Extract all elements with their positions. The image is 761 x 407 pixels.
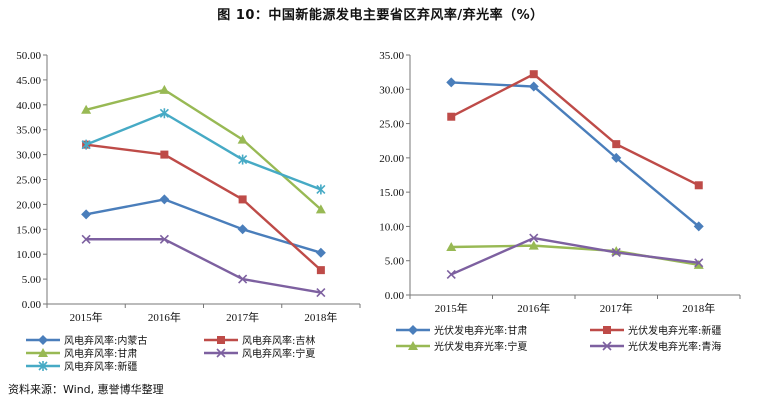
data-point-s1-1: [446, 77, 457, 88]
data-point-s1-2: [528, 81, 539, 92]
series-line-3: [451, 244, 699, 267]
series-line-1: [451, 81, 700, 228]
x-tick-label: 2017年: [600, 301, 633, 315]
legend-marker: [38, 348, 48, 357]
y-tick-label: 35.00: [16, 125, 41, 137]
y-tick-label: 20.00: [379, 153, 404, 165]
legend-label: 风电弃风率:内蒙古: [64, 334, 147, 347]
data-point-s1-2: [159, 194, 170, 205]
y-tick-label: 10.00: [16, 249, 41, 261]
data-point-s5-2: [159, 108, 169, 119]
legend-label: 风电弃风率:宁夏: [242, 347, 315, 360]
x-tick-label: 2015年: [70, 310, 103, 324]
series-line-4: [86, 238, 322, 294]
y-tick-label: 0.00: [22, 299, 42, 311]
y-tick-label: 15.00: [16, 224, 41, 236]
legend-label: 风电弃风率:吉林: [242, 334, 315, 347]
legend-marker: [38, 361, 48, 371]
series-line-2: [85, 143, 322, 272]
y-tick-label: 25.00: [379, 119, 404, 131]
wind-curtailment-chart: 0.00 5.00 10.00 15.00 20.00 25.00 30.00 35.00 40…: [16, 50, 361, 373]
data-point-s4-1: [446, 269, 456, 279]
y-tick-label: 30.00: [379, 84, 404, 96]
legend-label: 光伏发电弃光率:宁夏: [434, 340, 527, 353]
legend-marker: [38, 335, 48, 345]
data-point-s5-4: [316, 184, 326, 195]
data-point-s4-2: [529, 233, 539, 243]
legend-marker: [408, 325, 418, 335]
data-point-s1-1: [81, 209, 92, 220]
data-point-s3-1: [446, 242, 457, 251]
legend-label: 光伏发电弃光率:青海: [628, 340, 721, 353]
data-point-s3-3: [237, 134, 248, 144]
y-tick-label: 45.00: [16, 75, 41, 87]
y-tick-label: 40.00: [16, 100, 41, 112]
x-tick-label: 2016年: [517, 301, 550, 315]
data-point-s2-2: [160, 150, 169, 159]
data-point-s2-1: [447, 112, 456, 121]
data-point-s2-3: [238, 195, 247, 204]
legend-marker: [216, 348, 226, 358]
legend-label: 光伏发电弃光率:新疆: [628, 324, 721, 337]
data-point-s4-3: [611, 247, 621, 258]
data-point-s3-4: [693, 259, 704, 269]
series-line-1: [85, 198, 322, 254]
data-point-s3-2: [528, 240, 539, 250]
data-point-s1-3: [237, 224, 248, 235]
data-point-s3-2: [159, 84, 170, 94]
data-point-s1-3: [611, 152, 622, 163]
data-point-s1-4: [315, 247, 326, 258]
data-point-s4-2: [159, 234, 169, 244]
legend-marker: [217, 336, 225, 344]
x-tick-label: 2017年: [226, 310, 259, 324]
y-tick-label: 5.00: [385, 256, 405, 268]
legend-marker: [602, 341, 612, 351]
data-point-s4-4: [316, 287, 326, 298]
x-tick-label: 2018年: [682, 301, 715, 315]
data-point-s4-3: [238, 274, 248, 284]
x-tick-label: 2018年: [304, 310, 337, 324]
series-line-4: [450, 236, 699, 276]
data-point-s3-4: [315, 204, 326, 214]
figure-title: 图 10：中国新能源发电主要省区弃风率/弃光率（%）: [217, 8, 544, 23]
x-tick-label: 2016年: [148, 310, 181, 324]
y-tick-label: 5.00: [22, 274, 42, 286]
x-tick-label: 2015年: [435, 301, 468, 315]
data-point-s1-4: [693, 221, 704, 232]
y-tick-label: 0.00: [385, 290, 405, 302]
source-note: 资料来源：Wind, 惠誉博华整理: [8, 383, 164, 396]
y-tick-label: 30.00: [16, 150, 41, 162]
series-line-2: [450, 72, 700, 187]
data-point-s5-3: [238, 154, 248, 165]
y-tick-label: 20.00: [16, 199, 41, 211]
legend-label: 风电弃风率:新疆: [64, 360, 137, 373]
data-point-s2-4: [316, 266, 325, 275]
data-point-s2-2: [529, 70, 538, 79]
solar-curtailment-chart: 0.00 5.00 10.00 15.00 20.00 25.00 30.00 35.00 20…: [379, 50, 741, 353]
data-point-s5-1: [81, 139, 91, 150]
y-tick-label: 35.00: [379, 50, 404, 62]
y-tick-label: 50.00: [16, 50, 41, 62]
data-point-s4-1: [81, 234, 91, 244]
y-tick-label: 15.00: [379, 187, 404, 199]
y-tick-label: 25.00: [16, 175, 41, 187]
y-tick-label: 10.00: [379, 221, 404, 233]
legend-marker: [408, 341, 418, 350]
legend-label: 风电弃风率:甘肃: [64, 347, 137, 360]
series-line-5: [85, 112, 322, 191]
data-point-s2-4: [694, 181, 703, 190]
data-point-s4-4: [694, 258, 704, 268]
legend-marker: [603, 326, 611, 334]
legend-label: 光伏发电弃光率:甘肃: [434, 324, 527, 337]
data-point-s3-1: [81, 104, 92, 114]
data-point-s2-3: [612, 140, 621, 149]
